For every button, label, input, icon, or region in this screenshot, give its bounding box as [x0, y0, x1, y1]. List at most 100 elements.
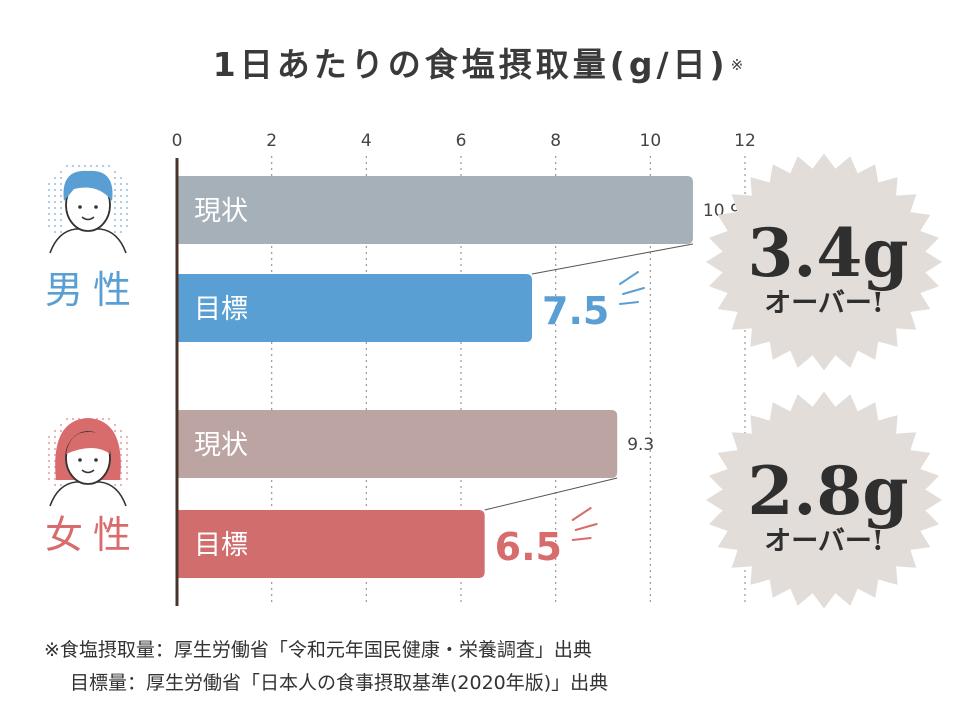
emphasis-mark — [571, 507, 592, 521]
dot-pattern — [125, 453, 129, 457]
dot-pattern — [101, 164, 105, 168]
excess-amount: 3.4g — [748, 214, 909, 292]
dot-pattern — [59, 182, 63, 186]
dot-pattern — [47, 218, 51, 222]
dot-pattern — [47, 459, 51, 463]
dot-pattern — [119, 182, 123, 186]
dot-pattern — [53, 224, 57, 228]
dot-pattern — [113, 224, 117, 228]
dot-pattern — [53, 218, 57, 222]
dot-pattern — [107, 164, 111, 168]
dot-pattern — [59, 423, 63, 427]
dot-pattern — [59, 200, 63, 204]
dot-pattern — [113, 194, 117, 198]
dot-pattern — [83, 164, 87, 168]
dot-pattern — [119, 194, 123, 198]
starburst-badge — [706, 391, 942, 609]
dot-pattern — [65, 164, 69, 168]
dot-pattern — [59, 188, 63, 192]
dot-pattern — [53, 194, 57, 198]
hair — [63, 170, 113, 201]
dot-pattern — [107, 417, 111, 421]
dot-pattern — [59, 206, 63, 210]
dot-pattern — [113, 182, 117, 186]
bangs — [66, 431, 110, 454]
dot-pattern — [53, 206, 57, 210]
x-tick-label: 2 — [266, 131, 277, 151]
dot-pattern — [119, 176, 123, 180]
dot-pattern — [113, 170, 117, 174]
dot-pattern — [125, 194, 129, 198]
dot-pattern — [59, 230, 63, 234]
dot-pattern — [47, 206, 51, 210]
dot-pattern — [125, 465, 129, 469]
dot-pattern — [47, 435, 51, 439]
dot-pattern — [53, 435, 57, 439]
bar — [177, 510, 485, 578]
excess-label: オーバー! — [764, 288, 884, 319]
bar-value-label: 9.3 — [627, 435, 654, 455]
dot-pattern — [89, 164, 93, 168]
dot-pattern — [119, 435, 123, 439]
eye — [94, 458, 98, 462]
dot-pattern — [53, 200, 57, 204]
dot-pattern — [119, 477, 123, 481]
dot-pattern — [47, 194, 51, 198]
dot-pattern — [101, 417, 105, 421]
dot-pattern — [59, 170, 63, 174]
dot-pattern — [59, 429, 63, 433]
dot-pattern — [47, 471, 51, 475]
emphasis-mark — [571, 537, 592, 541]
title-footnote-mark: ※ — [730, 55, 744, 74]
x-tick-label: 8 — [550, 131, 561, 151]
bar-category-label: 目標 — [194, 294, 248, 325]
dot-pattern — [71, 417, 75, 421]
male-avatar-icon — [47, 164, 129, 254]
dot-pattern — [47, 212, 51, 216]
dot-pattern — [53, 447, 57, 451]
bar-category-label: 現状 — [194, 430, 248, 461]
dot-pattern — [119, 483, 123, 487]
mouth — [81, 216, 95, 221]
dot-pattern — [53, 483, 57, 487]
dot-pattern — [119, 429, 123, 433]
x-tick-label: 12 — [734, 131, 756, 151]
dot-pattern — [119, 230, 123, 234]
footnote-target: 目標量：厚生労働省「日本人の食事摂取基準(2020年版)」出典 — [70, 672, 609, 694]
group-label: 女性 — [45, 513, 141, 557]
dot-pattern — [59, 194, 63, 198]
x-tick-label: 6 — [456, 131, 467, 151]
dot-pattern — [125, 459, 129, 463]
dot-pattern — [53, 477, 57, 481]
dot-pattern — [119, 447, 123, 451]
emphasis-mark — [619, 301, 639, 305]
title-block: 1日あたりの食塩摂取量(g/日) ※ — [0, 38, 956, 86]
dot-pattern — [125, 188, 129, 192]
emphasis-mark — [622, 287, 645, 295]
bar — [177, 410, 618, 478]
female-avatar-icon — [47, 417, 129, 507]
dot-pattern — [59, 218, 63, 222]
dot-pattern — [125, 447, 129, 451]
dot-pattern — [125, 200, 129, 204]
x-tick-label: 10 — [640, 131, 662, 151]
dot-pattern — [53, 176, 57, 180]
emphasis-mark — [619, 271, 639, 285]
dot-pattern — [113, 423, 117, 427]
dot-pattern — [53, 188, 57, 192]
eye — [78, 205, 82, 209]
eye — [78, 458, 82, 462]
bar-category-label: 現状 — [194, 196, 248, 227]
dot-pattern — [113, 429, 117, 433]
dot-pattern — [53, 441, 57, 445]
dot-pattern — [113, 176, 117, 180]
dot-pattern — [119, 218, 123, 222]
mouth — [81, 469, 95, 474]
dot-pattern — [119, 206, 123, 210]
dot-pattern — [47, 465, 51, 469]
dot-pattern — [53, 453, 57, 457]
dot-pattern — [125, 224, 129, 228]
x-tick-label: 4 — [361, 131, 372, 151]
connector-line — [484, 477, 618, 511]
